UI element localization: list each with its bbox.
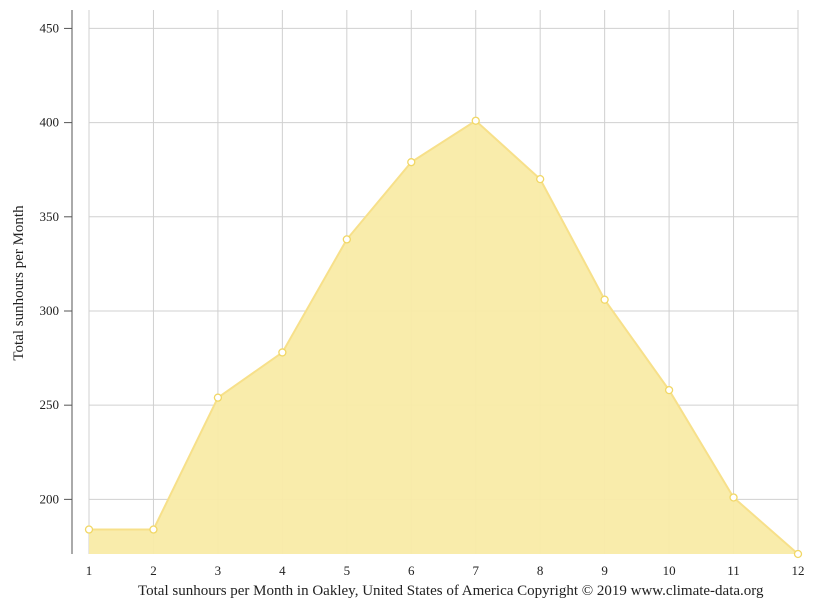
x-tick-label: 12 xyxy=(792,563,805,578)
x-tick-label: 9 xyxy=(601,563,608,578)
data-point xyxy=(471,116,480,125)
data-point xyxy=(342,235,351,244)
x-tick-label: 4 xyxy=(279,563,286,578)
x-tick-label: 8 xyxy=(537,563,544,578)
chart-caption: Total sunhours per Month in Oakley, Unit… xyxy=(138,583,764,599)
y-tick-label: 200 xyxy=(40,491,60,506)
x-tick-label: 7 xyxy=(472,563,479,578)
x-tick-label: 1 xyxy=(86,563,93,578)
data-point xyxy=(664,385,674,395)
x-tick-label: 3 xyxy=(215,563,222,578)
data-point xyxy=(600,295,609,304)
data-point xyxy=(536,174,545,184)
y-tick-label: 400 xyxy=(40,115,60,130)
x-tick-label: 10 xyxy=(663,563,676,578)
data-point xyxy=(793,549,803,559)
axes xyxy=(64,10,73,554)
area-series xyxy=(84,116,803,559)
y-tick-label: 250 xyxy=(40,397,60,412)
data-point xyxy=(149,525,158,534)
series-line xyxy=(89,119,799,555)
data-point xyxy=(84,525,94,534)
data-point xyxy=(278,348,287,357)
y-axis-title: Total sunhours per Month xyxy=(11,205,27,361)
y-tick-label: 350 xyxy=(40,209,60,224)
y-tick-label: 450 xyxy=(40,20,60,35)
data-point xyxy=(729,493,738,502)
area-fill xyxy=(89,120,798,555)
x-tick-label: 11 xyxy=(727,563,740,578)
x-tick-label: 2 xyxy=(150,563,157,578)
y-tick-label: 300 xyxy=(40,303,60,318)
x-tick-label: 5 xyxy=(344,563,351,578)
data-point xyxy=(213,393,223,402)
data-point xyxy=(407,158,416,167)
x-tick-label: 6 xyxy=(408,563,415,578)
